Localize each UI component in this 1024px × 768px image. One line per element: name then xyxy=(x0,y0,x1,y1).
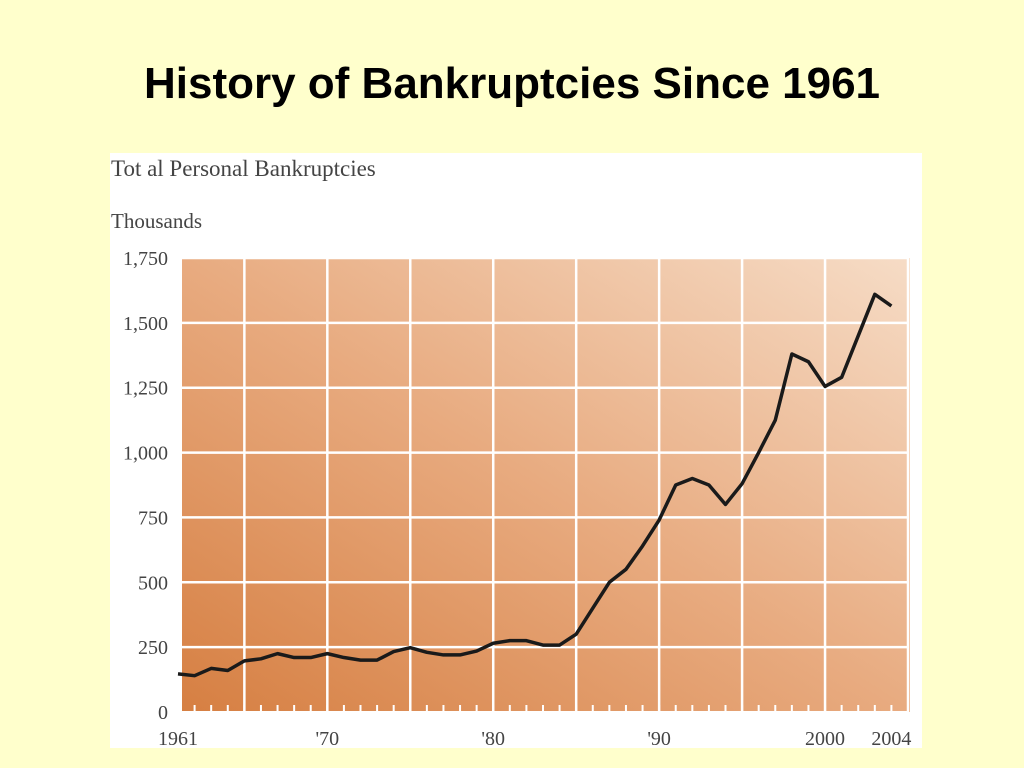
data-line xyxy=(177,292,893,678)
chart-subtitle: Tot al Personal Bankruptcies xyxy=(111,156,376,181)
y-tick-label: 1,750 xyxy=(123,248,168,270)
x-tick-label: '70 xyxy=(316,728,340,750)
x-tick-label: '80 xyxy=(481,728,505,750)
x-tick-label: '90 xyxy=(647,728,671,750)
y-tick-label: 0 xyxy=(158,702,168,724)
y-tick-label: 500 xyxy=(138,572,168,594)
y-tick-label: 1,000 xyxy=(123,443,168,465)
plot-area xyxy=(182,258,910,712)
y-tick-label: 1,500 xyxy=(123,313,168,335)
slide-title: History of Bankruptcies Since 1961 xyxy=(144,59,880,108)
y-tick-label: 750 xyxy=(138,507,168,529)
y-axis-label: Thousands xyxy=(111,209,202,233)
x-tick-label: 1961 xyxy=(158,728,198,750)
y-tick-label: 250 xyxy=(138,637,168,659)
y-tick-label: 1,250 xyxy=(123,378,168,400)
x-tick-label: 2004 xyxy=(871,728,911,750)
x-tick-label: 2000 xyxy=(805,728,845,750)
